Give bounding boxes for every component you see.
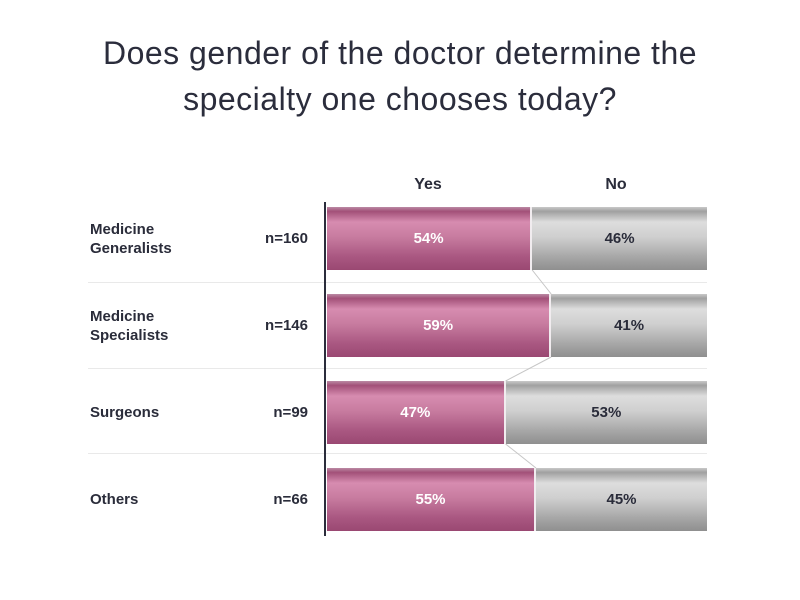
- row-separator-line: [88, 368, 707, 369]
- no-segment: 45%: [536, 468, 707, 531]
- sample-size-label: n=146: [265, 317, 308, 334]
- chart-title: Does gender of the doctor determine the …: [0, 30, 800, 122]
- no-value-label: 45%: [606, 491, 637, 508]
- bar-row: 54% 46%: [327, 207, 707, 270]
- no-value-label: 46%: [604, 230, 635, 247]
- yes-segment: 47%: [327, 381, 506, 444]
- bar-row: 47% 53%: [327, 381, 707, 444]
- no-value-label: 41%: [614, 317, 645, 334]
- bar-row: 55% 45%: [327, 468, 707, 531]
- no-segment: 46%: [532, 207, 707, 270]
- yes-value-label: 55%: [415, 491, 446, 508]
- no-value-label: 53%: [591, 404, 622, 421]
- no-segment: 53%: [505, 381, 707, 444]
- chart-title-line-1: Does gender of the doctor determine the: [102, 35, 698, 71]
- column-header-no: No: [605, 176, 627, 193]
- row-separator-line: [88, 453, 707, 454]
- row-separator-line: [88, 282, 707, 283]
- sample-size-label: n=66: [273, 491, 308, 508]
- category-label: Medicine Generalists: [90, 220, 172, 257]
- yes-segment: 59%: [327, 294, 552, 357]
- yes-value-label: 54%: [413, 230, 444, 247]
- category-label: Others: [90, 491, 139, 508]
- category-label: Surgeons: [90, 404, 160, 421]
- yes-value-label: 47%: [400, 404, 431, 421]
- sample-size-label: n=160: [265, 230, 308, 247]
- connector-line: [505, 356, 552, 382]
- category-axis-line: [324, 202, 326, 536]
- yes-segment: 55%: [327, 468, 536, 531]
- yes-value-label: 59%: [423, 317, 454, 334]
- connector-line: [505, 443, 537, 469]
- category-label: Medicine Specialists: [90, 307, 169, 344]
- bar-row: 59% 41%: [327, 294, 707, 357]
- yes-segment: 54%: [327, 207, 533, 270]
- sample-size-label: n=99: [273, 404, 308, 421]
- no-segment: 41%: [551, 294, 707, 357]
- chart-title-line-2: specialty one chooses today?: [183, 81, 617, 117]
- column-header-yes: Yes: [414, 176, 442, 193]
